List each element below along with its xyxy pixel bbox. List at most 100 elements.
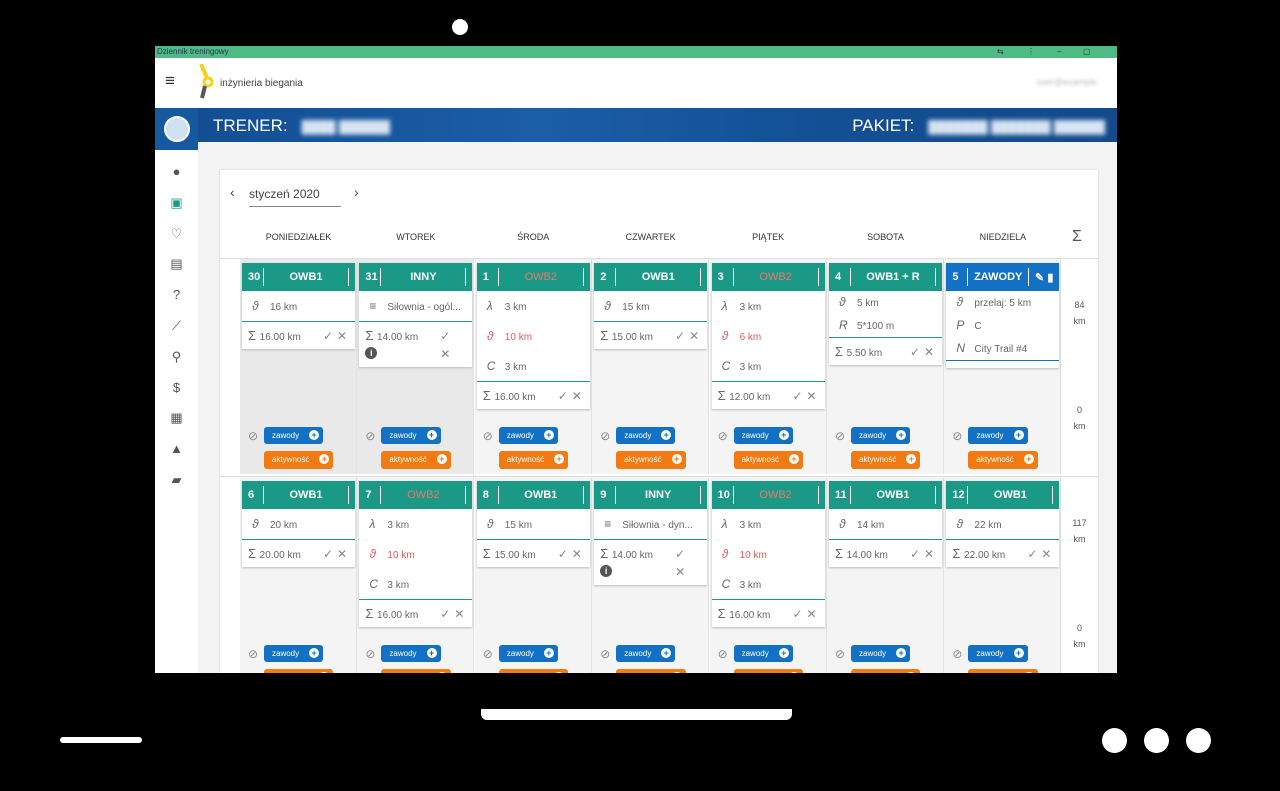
add-race-button[interactable]: zawody + <box>498 645 558 662</box>
add-activity-button[interactable]: aktywność+ <box>381 669 451 673</box>
training-card[interactable]: 6 OWB1 ϑ 20 km Σ 20.00 km ✓ ✕ <box>242 481 355 567</box>
check-circle-icon[interactable]: ⊘ <box>835 647 846 661</box>
film-icon[interactable]: ▦ <box>170 410 183 426</box>
training-card[interactable]: 1 OWB2 λ 3 km ϑ 10 km C 3 km Σ 16.00 km ✓ ✕ <box>476 263 590 409</box>
prev-month-button[interactable]: ‹ <box>230 184 235 200</box>
reject-icon[interactable]: ✕ <box>923 547 934 561</box>
confirm-icon[interactable]: ✓ <box>557 389 568 403</box>
reject-icon[interactable]: ✕ <box>336 329 347 343</box>
confirm-icon[interactable]: ✓ <box>440 329 451 343</box>
card-header[interactable]: 12 OWB1 <box>946 481 1060 509</box>
reject-icon[interactable]: ✕ <box>1041 547 1052 561</box>
month-selector[interactable]: styczeń 2020 <box>249 187 341 207</box>
card-header[interactable]: 3 OWB2 <box>711 263 825 291</box>
confirm-icon[interactable]: ✓ <box>675 547 686 561</box>
add-activity-button[interactable]: aktywność+ <box>733 669 803 673</box>
check-circle-icon[interactable]: ⊘ <box>952 647 963 661</box>
confirm-icon[interactable]: ✓ <box>557 547 568 561</box>
bell-icon[interactable]: ▲ <box>170 441 183 457</box>
card-header[interactable]: 9 INNY <box>594 481 708 509</box>
add-activity-button[interactable]: aktywność+ <box>968 669 1038 673</box>
add-activity-button[interactable]: aktywność+ <box>616 669 686 673</box>
info-icon[interactable]: i <box>365 347 378 359</box>
dollar-icon[interactable]: $ <box>172 379 181 395</box>
confirm-icon[interactable]: ✓ <box>909 345 920 359</box>
card-header[interactable]: 1 OWB2 <box>476 263 590 291</box>
add-race-button[interactable]: zawody + <box>851 427 911 444</box>
add-race-button[interactable]: zawody + <box>616 645 676 662</box>
training-card[interactable]: 11 OWB1 ϑ 14 km Σ 14.00 km ✓ ✕ <box>829 481 942 567</box>
gift-icon[interactable]: ▤ <box>170 256 183 272</box>
training-card[interactable]: 4 OWB1 + R ϑ 5 km R 5*100 m Σ 5.50 km ✓ ✕ <box>829 263 942 365</box>
add-activity-button[interactable]: aktywność+ <box>498 451 569 469</box>
info-icon[interactable]: i <box>600 565 613 577</box>
check-circle-icon[interactable]: ⊘ <box>248 429 259 443</box>
card-header[interactable]: 30 OWB1 <box>242 263 355 291</box>
reject-icon[interactable]: ✕ <box>571 389 582 403</box>
training-card[interactable]: 12 OWB1 ϑ 22 km Σ 22.00 km ✓ ✕ <box>946 481 1060 567</box>
add-race-button[interactable]: zawody + <box>968 427 1028 444</box>
training-card[interactable]: 3 OWB2 λ 3 km ϑ 6 km C 3 km Σ 12.00 km ✓ ✕ <box>711 263 825 409</box>
reject-icon[interactable]: ✕ <box>675 565 686 579</box>
check-circle-icon[interactable]: ⊘ <box>365 647 376 661</box>
check-circle-icon[interactable]: ⊘ <box>600 429 611 443</box>
person-icon[interactable]: ● <box>172 164 181 179</box>
add-activity-button[interactable]: aktywność+ <box>498 669 569 673</box>
chat-icon[interactable]: ▰ <box>171 472 182 487</box>
add-race-button[interactable]: zawody + <box>264 427 324 444</box>
card-header[interactable]: 11 OWB1 <box>829 481 942 509</box>
card-header[interactable]: 6 OWB1 <box>242 481 355 509</box>
training-card[interactable]: 9 INNY ≡ Siłownia - dyn... Σ 14.00 km ✓ ✕ i <box>594 481 708 585</box>
add-activity-button[interactable]: aktywność+ <box>733 451 803 469</box>
add-race-button[interactable]: zawody + <box>381 645 441 662</box>
training-card[interactable]: 30 OWB1 ϑ 16 km Σ 16.00 km ✓ ✕ <box>242 263 355 349</box>
maximize-icon[interactable]: ▢ <box>1083 47 1091 56</box>
avatar[interactable] <box>155 108 198 150</box>
reject-icon[interactable]: ✕ <box>336 547 347 561</box>
confirm-icon[interactable]: ✓ <box>322 547 333 561</box>
confirm-icon[interactable]: ✓ <box>440 607 451 621</box>
add-activity-button[interactable]: aktywność+ <box>616 451 686 469</box>
add-race-button[interactable]: zawody + <box>851 645 911 662</box>
reject-icon[interactable]: ✕ <box>806 607 817 621</box>
add-activity-button[interactable]: aktywność+ <box>851 669 921 673</box>
add-race-button[interactable]: zawody + <box>498 427 558 444</box>
training-card[interactable]: 2 OWB1 ϑ 15 km Σ 15.00 km ✓ ✕ <box>594 263 708 349</box>
check-circle-icon[interactable]: ⊘ <box>717 647 728 661</box>
confirm-icon[interactable]: ✓ <box>675 329 686 343</box>
reject-icon[interactable]: ✕ <box>440 347 451 361</box>
chart-icon[interactable]: ⟋ <box>171 318 182 333</box>
card-header[interactable]: 10 OWB2 <box>711 481 825 509</box>
check-circle-icon[interactable]: ⊘ <box>365 429 376 443</box>
check-circle-icon[interactable]: ⊘ <box>835 429 846 443</box>
training-card[interactable]: 31 INNY ≡ Siłownia - ogól... Σ 14.00 km ✓ ✕ i <box>359 263 473 367</box>
card-header[interactable]: 7 OWB2 <box>359 481 473 509</box>
minimize-icon[interactable]: – <box>1057 47 1062 56</box>
card-header[interactable]: 2 OWB1 <box>594 263 708 291</box>
reject-icon[interactable]: ✕ <box>454 607 465 621</box>
add-activity-button[interactable]: aktywność+ <box>968 451 1038 469</box>
add-race-button[interactable]: zawody + <box>264 645 324 662</box>
training-card[interactable]: 10 OWB2 λ 3 km ϑ 10 km C 3 km Σ 16.00 km ✓ ✕ <box>711 481 825 627</box>
card-header[interactable]: 8 OWB1 <box>476 481 590 509</box>
add-race-button[interactable]: zawody + <box>968 645 1028 662</box>
check-circle-icon[interactable]: ⊘ <box>482 647 493 661</box>
add-activity-button[interactable]: aktywność+ <box>851 451 921 469</box>
confirm-icon[interactable]: ✓ <box>322 329 333 343</box>
training-card[interactable]: 5 ZAWODY ✎ ▮ ϑ przelaj: 5 km P C N City Trail #4 <box>946 263 1060 368</box>
confirm-icon[interactable]: ✓ <box>909 547 920 561</box>
next-month-button[interactable]: › <box>354 184 359 200</box>
add-race-button[interactable]: zawody + <box>381 427 441 444</box>
add-race-button[interactable]: zawody + <box>616 427 676 444</box>
training-card[interactable]: 7 OWB2 λ 3 km ϑ 10 km C 3 km Σ 16.00 km ✓ ✕ <box>359 481 473 627</box>
add-activity-button[interactable]: aktywność+ <box>264 451 334 469</box>
reject-icon[interactable]: ✕ <box>923 345 934 359</box>
calendar-icon[interactable]: ▣ <box>170 194 183 210</box>
add-activity-button[interactable]: aktywność+ <box>381 451 451 469</box>
card-header[interactable]: 4 OWB1 + R <box>829 263 942 291</box>
confirm-icon[interactable]: ✓ <box>792 389 803 403</box>
edit-icon[interactable]: ✎ <box>1035 271 1048 284</box>
card-header[interactable]: 31 INNY <box>359 263 473 291</box>
extension-icon[interactable]: ⇆ <box>997 47 1004 56</box>
runner-icon[interactable]: ⚲ <box>171 348 182 364</box>
